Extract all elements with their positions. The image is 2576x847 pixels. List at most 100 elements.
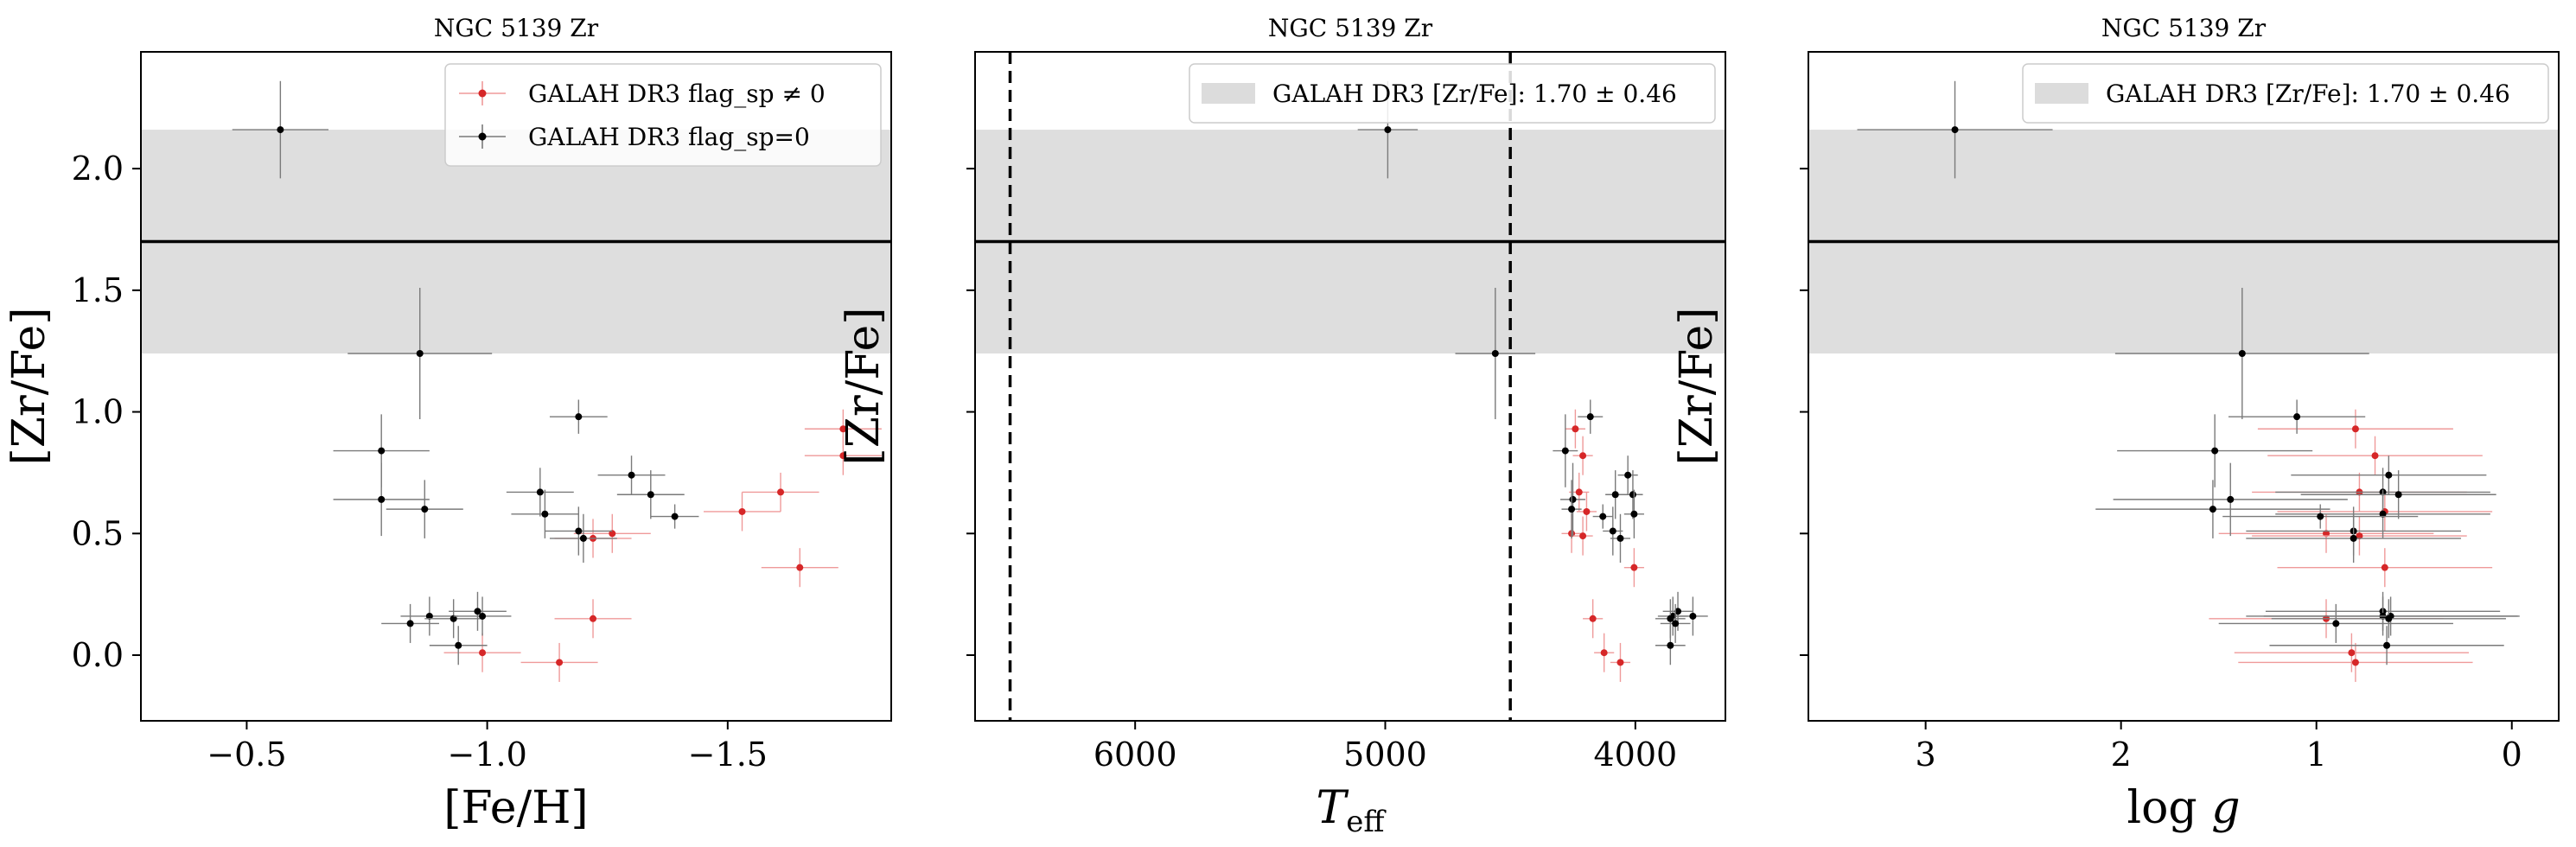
data-point (2269, 626, 2504, 666)
marker (647, 491, 654, 499)
y-axis-label: [Zr/Fe] (1671, 307, 1723, 465)
data-point (2252, 516, 2467, 556)
x-tick-label: 5000 (1343, 736, 1427, 774)
marker (1611, 491, 1619, 499)
marker (378, 447, 386, 455)
panel-2: 6000 5000 4000 NGC 5139 Zr [Zr/Fe] Teff GALAH … (838, 14, 1726, 839)
marker (1624, 471, 1632, 479)
data-point (804, 409, 882, 449)
marker (455, 641, 462, 649)
data-point (2117, 414, 2313, 487)
marker (671, 513, 679, 520)
data-point (232, 80, 328, 179)
panel-1: −0.5 −1.0 −1.5 0.0 0.5 1.0 1.5 2.0 NGC 5139 Zr [Z… (3, 14, 892, 834)
legend: GALAH DR3 [Zr/Fe]: 1.70 ± 0.46 (1189, 63, 1716, 124)
data-point (1594, 633, 1615, 672)
data-point (1583, 599, 1604, 639)
legend-marker (478, 89, 487, 98)
data-point (545, 506, 613, 556)
data-point (742, 472, 819, 512)
data-point (1610, 642, 1631, 682)
marker (1689, 612, 1697, 620)
data-point (2267, 436, 2483, 475)
marker (541, 510, 549, 518)
x-axis-label: [Fe/H] (443, 782, 588, 834)
marker (575, 413, 583, 421)
data-point (520, 642, 598, 682)
marker (1667, 641, 1674, 649)
marker (1572, 425, 1579, 433)
data-point (1610, 513, 1631, 564)
data-point (2113, 462, 2348, 537)
marker (590, 615, 597, 622)
data-point (381, 603, 439, 643)
plot-area (1808, 80, 2559, 682)
marker (628, 471, 635, 479)
marker (2351, 659, 2359, 666)
y-axis-label: [Zr/Fe] (838, 307, 889, 465)
marker (416, 350, 424, 358)
data-point (1857, 80, 2053, 179)
data-point (1560, 462, 1585, 537)
data-point (616, 470, 685, 519)
marker (1579, 452, 1587, 460)
data-point (1623, 489, 1644, 538)
marker (421, 506, 429, 513)
marker (2385, 471, 2393, 479)
marker (1672, 620, 1680, 627)
data-point (2238, 642, 2473, 682)
legend-label: GALAH DR3 [Zr/Fe]: 1.70 ± 0.46 (2106, 80, 2510, 108)
x-axis-label: log g (2126, 782, 2240, 834)
data-point (1572, 436, 1593, 475)
data-point (2234, 633, 2470, 672)
marker (1600, 649, 1608, 657)
data-point (400, 596, 459, 636)
data-point (1605, 470, 1626, 519)
x-tick-label: 1 (2306, 736, 2327, 774)
data-point (2114, 288, 2369, 419)
marker (406, 620, 414, 627)
marker (1568, 506, 1576, 513)
data-point (1660, 603, 1691, 643)
data-point (2218, 513, 2434, 553)
data-point (704, 492, 781, 532)
chart-title: NGC 5139 Zr (1268, 14, 1433, 42)
x-tick-label: 3 (1916, 736, 1936, 774)
legend-swatch (2035, 83, 2088, 104)
marker (556, 659, 564, 666)
marker (2293, 413, 2301, 421)
marker (579, 534, 587, 542)
data-point (2275, 489, 2490, 538)
legend-marker (478, 132, 487, 141)
x-tick-label: 0 (2502, 736, 2522, 774)
x-tick-label: 6000 (1094, 736, 1177, 774)
y-tick-label: 1.0 (72, 393, 124, 431)
data-point (443, 633, 521, 672)
marker (2332, 620, 2340, 627)
marker (2394, 491, 2402, 499)
marker (1630, 564, 1638, 571)
marker (479, 612, 487, 620)
marker (1616, 534, 1624, 542)
legend-entry: GALAH DR3 [Zr/Fe]: 1.70 ± 0.46 (1202, 80, 1677, 108)
data-point (2291, 455, 2487, 495)
legend-swatch (1202, 83, 1255, 104)
marker (1384, 126, 1392, 134)
x-axis-label: Teff (1317, 782, 1387, 839)
data-point (549, 513, 617, 564)
data-point (333, 462, 430, 537)
data-point (1592, 504, 1613, 529)
marker (2209, 506, 2216, 513)
axes-frame (974, 51, 1726, 722)
data-point (386, 480, 463, 538)
data-point (1572, 516, 1593, 556)
data-point (2277, 548, 2493, 588)
data-point (1553, 414, 1578, 487)
x-tick-label: −1.0 (447, 736, 526, 774)
marker (2385, 615, 2393, 622)
data-point (2228, 399, 2366, 434)
marker (2371, 452, 2379, 460)
chart-title: NGC 5139 Zr (2101, 14, 2267, 42)
marker (2356, 532, 2363, 540)
data-point (2218, 603, 2453, 643)
